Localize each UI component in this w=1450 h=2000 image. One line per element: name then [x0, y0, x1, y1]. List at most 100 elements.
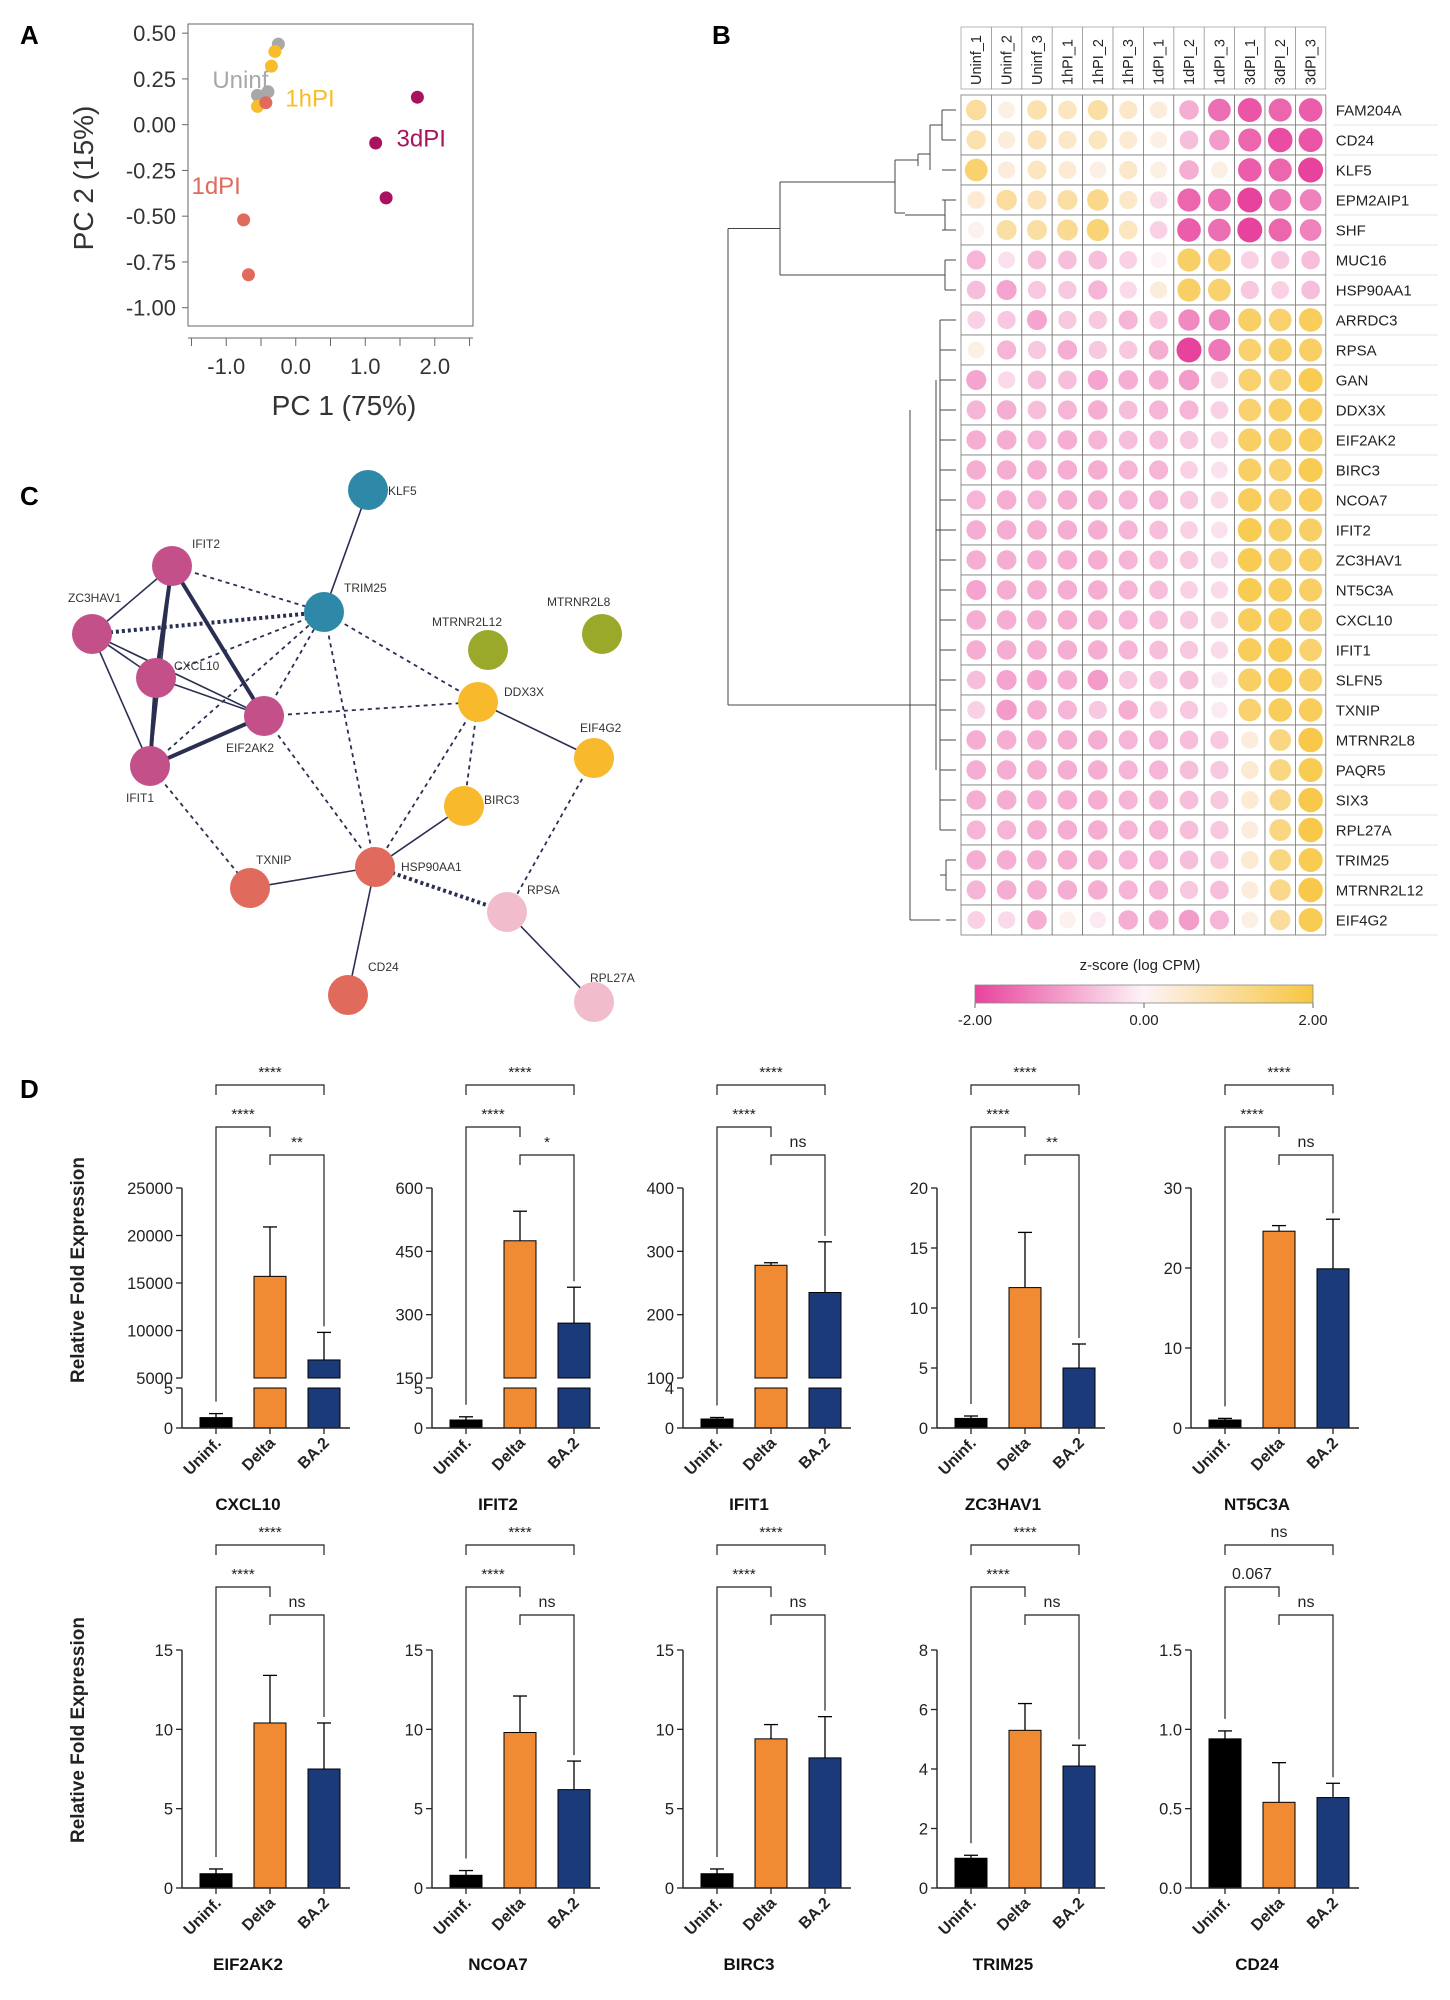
bar [307, 1768, 341, 1889]
heatmap-dot [1301, 280, 1320, 300]
pca-x-label: PC 1 (75%) [272, 390, 417, 421]
bar-y-tick-label: 15 [910, 1240, 928, 1258]
heatmap-dot [966, 760, 986, 780]
heatmap-dot [1149, 760, 1169, 780]
heatmap-dot [996, 400, 1017, 420]
bar-category-label: BA.2 [1050, 1435, 1088, 1473]
significance-label: **** [481, 1566, 505, 1583]
heatmap-legend-tick-label: -2.00 [958, 1012, 992, 1029]
bar-y-tick-label: 5 [164, 1801, 173, 1819]
heatmap-dot [1149, 520, 1168, 540]
heatmap-column-label: 1hPI_1 [1060, 39, 1076, 85]
heatmap-dot [996, 520, 1017, 540]
bar-chart-title: NCOA7 [468, 1955, 528, 1974]
bar-y-tick-label: 25000 [127, 1180, 173, 1198]
heatmap-dot [1059, 911, 1076, 929]
network-edge [506, 757, 595, 913]
pca-y-tick-label: -0.50 [126, 204, 176, 229]
significance-bracket [519, 1614, 575, 1756]
pca-y-tick-label: -1.00 [126, 296, 176, 321]
heatmap-dot [964, 158, 988, 182]
bar-y-tick-label: 0 [665, 1420, 674, 1438]
heatmap-dot [1057, 700, 1077, 720]
heatmap-dot [967, 191, 986, 209]
bar-y-tick-label: 0 [1173, 1420, 1182, 1438]
bar-category-label: Delta [994, 1435, 1034, 1475]
heatmap-dot [1237, 158, 1262, 182]
bar-category-label: Uninf. [682, 1435, 726, 1479]
heatmap-row-label: ZC3HAV1 [1336, 553, 1402, 570]
heatmap-dot [1150, 252, 1167, 268]
heatmap-legend-title: z-score (log CPM) [1080, 957, 1201, 974]
significance-label: ns [1298, 1594, 1315, 1611]
bar-category-label: BA.2 [545, 1435, 583, 1473]
heatmap-dot [1027, 130, 1047, 150]
bar-chart-title: BIRC3 [723, 1955, 774, 1974]
bar-y-tick-label: 400 [646, 1180, 674, 1198]
network-node-label: DDX3X [504, 685, 544, 699]
heatmap-dot [1178, 369, 1200, 391]
bar-category-label: Uninf. [181, 1895, 225, 1939]
heatmap-dot [1210, 641, 1229, 659]
significance-bracket [465, 1126, 521, 1405]
bar [1062, 1367, 1096, 1429]
network-node [487, 892, 527, 932]
heatmap-dot [967, 911, 986, 929]
bar-y-tick-label: 10 [656, 1721, 674, 1739]
significance-label: **** [1240, 1106, 1264, 1123]
heatmap-dot [1179, 490, 1199, 510]
bar [700, 1418, 734, 1429]
bar [808, 1292, 842, 1379]
heatmap-dot [1238, 668, 1262, 692]
bar-category-label: BA.2 [545, 1895, 583, 1933]
heatmap-dot [1210, 161, 1228, 179]
significance-label: ns [790, 1134, 807, 1151]
bar-y-tick-label: 30 [1164, 1180, 1182, 1198]
heatmap-dot [1149, 490, 1169, 510]
bar [1062, 1765, 1096, 1889]
heatmap-column-header-box [1295, 26, 1327, 90]
heatmap-dot [966, 369, 987, 391]
heatmap-dot [1026, 309, 1048, 331]
heatmap-dot [1298, 877, 1323, 903]
heatmap-dot [1238, 128, 1262, 152]
network-edge [171, 565, 325, 613]
heatmap-dot [1119, 160, 1138, 180]
pca-x-tick-label: 1.0 [350, 354, 381, 379]
significance-label: **** [231, 1566, 255, 1583]
heatmap-dot [1268, 218, 1292, 242]
network-node-label: RPSA [527, 883, 560, 897]
heatmap-row-label: SHF [1336, 223, 1366, 240]
heatmap-dot [1088, 460, 1108, 480]
heatmap-dot [1118, 700, 1138, 720]
network-edge [155, 611, 325, 679]
heatmap-dot [1119, 100, 1138, 120]
heatmap-dot [1269, 729, 1292, 751]
bar-lower-segment [557, 1387, 591, 1429]
heatmap-dot [1179, 880, 1199, 900]
pca-x-tick-label: 0.0 [280, 354, 311, 379]
heatmap-dot [1026, 219, 1048, 241]
significance-bracket [1278, 1614, 1334, 1778]
network-node-label: IFIT1 [126, 791, 154, 805]
heatmap-dot [966, 130, 986, 150]
network-node [130, 746, 170, 786]
bar-chart-nt5c3a: 0 10 20 30 Uninf. Delta BA.2 NT5C3A **** **** ns [1164, 1064, 1359, 1514]
heatmap-row-label: SIX3 [1336, 793, 1369, 810]
heatmap-dot [1027, 580, 1047, 600]
significance-label: **** [732, 1566, 756, 1583]
heatmap-dot [967, 221, 985, 239]
network-edge [374, 701, 479, 868]
heatmap-dot [966, 790, 986, 810]
bar-category-label: Delta [994, 1895, 1034, 1935]
heatmap-dot [996, 730, 1017, 750]
heatmap-dot [1298, 457, 1323, 483]
heatmap-dot [1210, 491, 1229, 509]
bar-category-label: Uninf. [682, 1895, 726, 1939]
heatmap-dot [1210, 521, 1228, 539]
heatmap-dot [1118, 910, 1138, 930]
significance-label: ** [1046, 1134, 1058, 1151]
heatmap-dot [1057, 670, 1078, 690]
heatmap-dot [1057, 460, 1078, 480]
heatmap-row-label: KLF5 [1336, 163, 1372, 180]
